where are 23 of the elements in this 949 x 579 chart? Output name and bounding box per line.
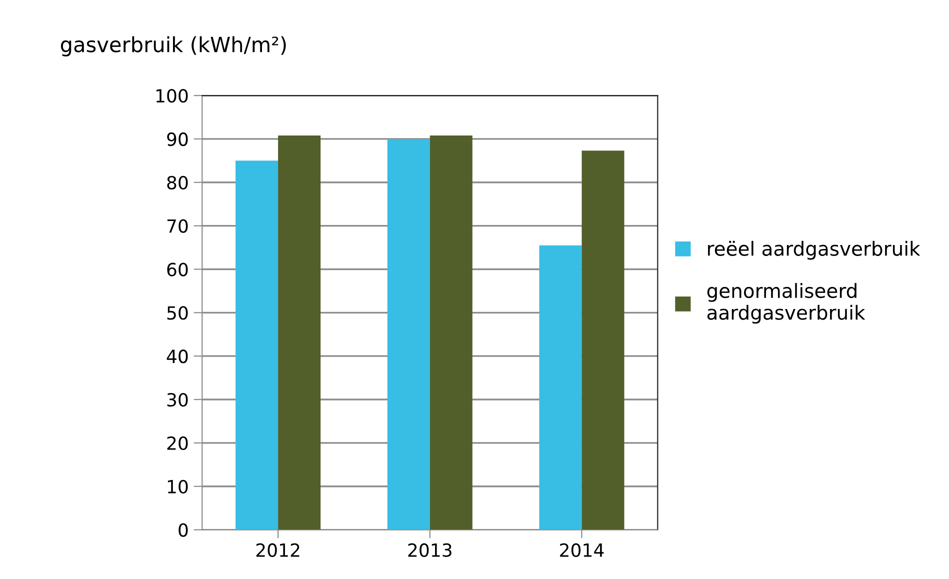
x-tick-label: 2012 (256, 543, 300, 557)
x-tick-label: 2013 (408, 543, 452, 557)
bar (278, 135, 321, 530)
x-tick-label: 2014 (560, 543, 604, 557)
bar (387, 138, 430, 530)
bar (582, 150, 624, 530)
y-tick-label: 100 (156, 88, 188, 103)
y-tick-label: 60 (167, 262, 188, 276)
bar (430, 135, 472, 530)
y-tick-label: 80 (167, 176, 188, 190)
legend-label: genormaliseerd aardgasverbruik (707, 283, 866, 324)
bar (236, 160, 278, 530)
bar (539, 245, 582, 530)
y-tick-label: 50 (167, 306, 188, 320)
y-tick-label: 10 (168, 480, 188, 494)
y-tick-label: 30 (167, 392, 188, 407)
y-tick-label: 70 (167, 219, 188, 233)
y-tick-label: 90 (167, 132, 188, 146)
y-tick-label: 20 (167, 436, 188, 450)
y-tick-label: 40 (166, 350, 188, 364)
y-axis-title: gasverbruik (kWh/m²) (60, 36, 286, 56)
legend-label: reëel aardgasverbruik (708, 240, 920, 260)
y-tick-label: 0 (178, 523, 188, 537)
